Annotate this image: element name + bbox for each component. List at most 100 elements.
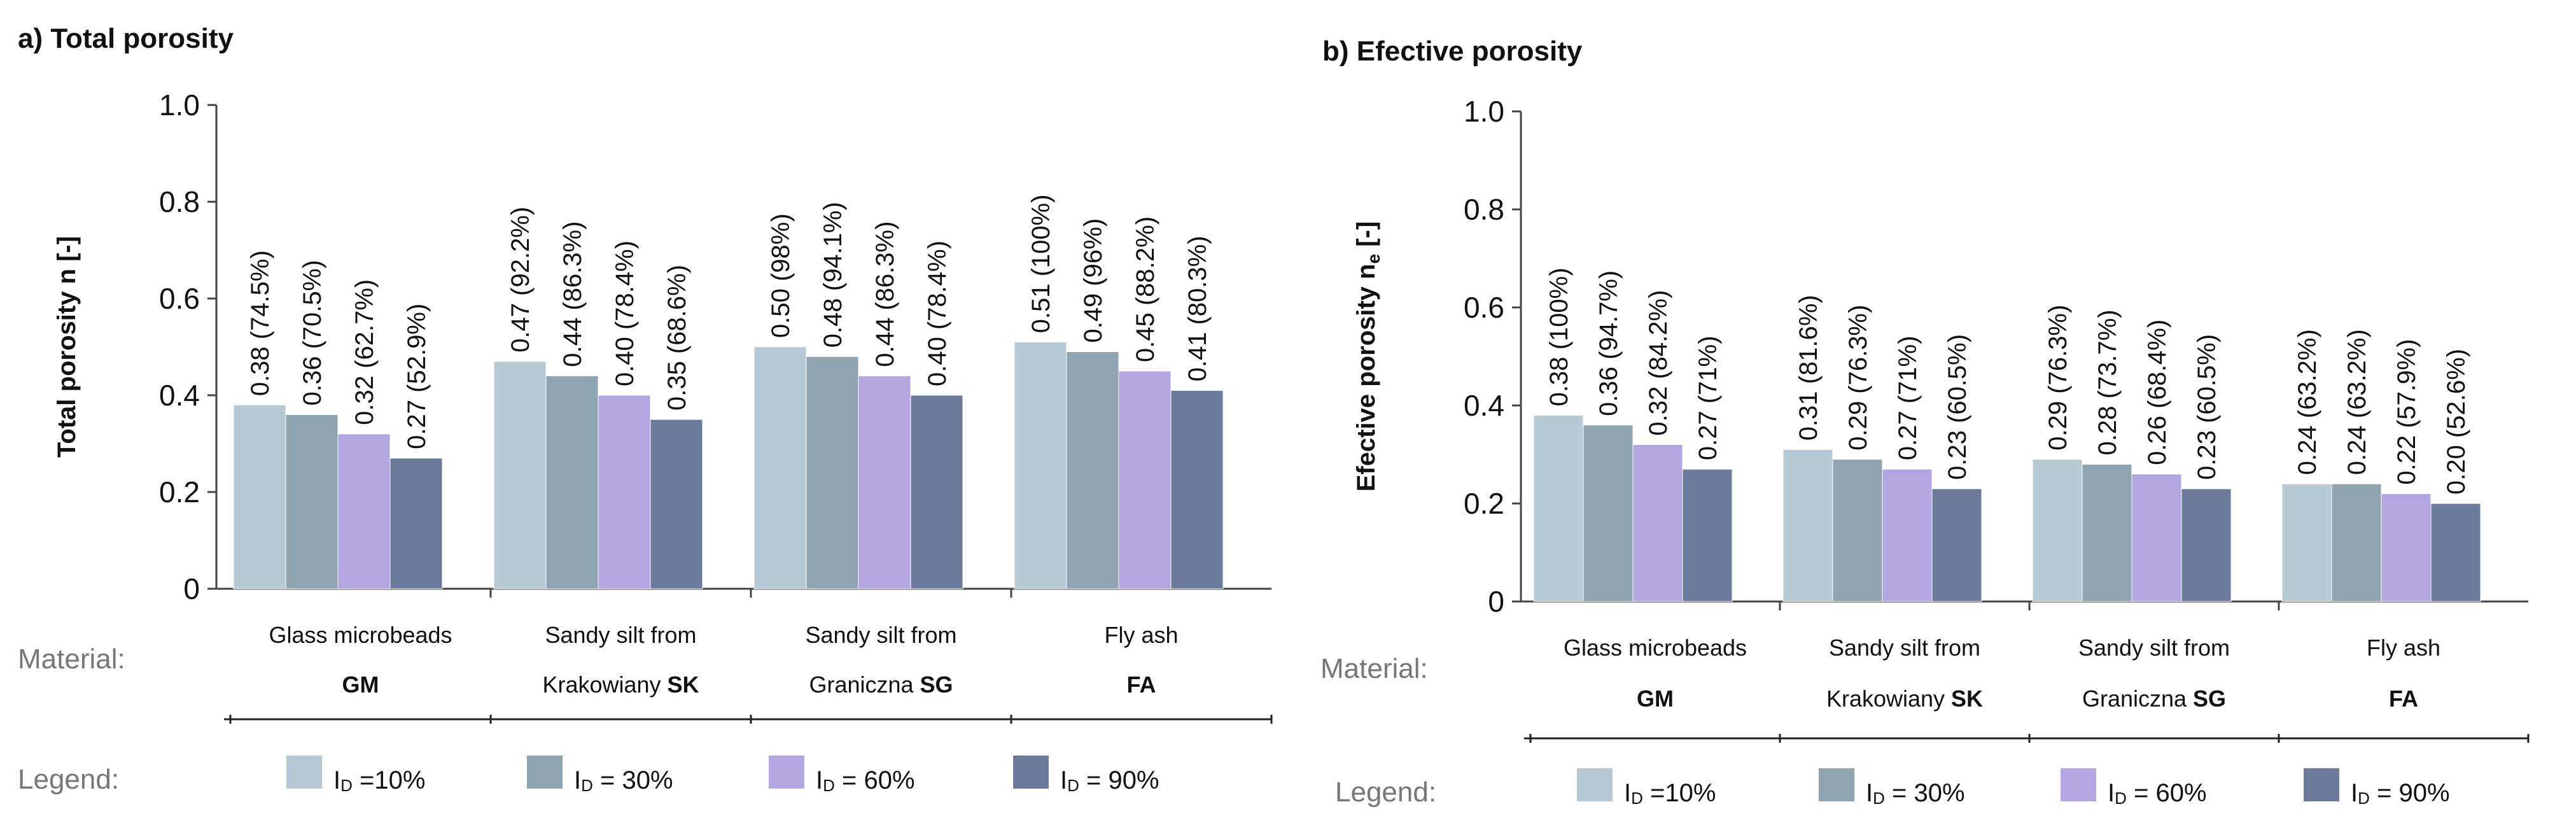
legend-label: Legend:: [1335, 777, 1436, 808]
data-label: 0.50 (98%): [767, 213, 795, 338]
bar-fa-series-0: [1014, 341, 1067, 589]
legend-swatch-series-3: [1013, 756, 1049, 789]
legend-swatch-series-1: [1819, 768, 1854, 801]
legend-entry-series-1: ID = 30%: [574, 766, 673, 795]
y-tick-label: 0.8: [1464, 193, 1504, 226]
bar-sk-series-0: [1782, 449, 1833, 602]
bar-fa-series-2: [1118, 370, 1172, 589]
legend-swatch-series-1: [527, 756, 563, 789]
data-label: 0.45 (88.2%): [1131, 216, 1159, 362]
legend-swatch-series-0: [286, 756, 322, 789]
category-label-line2: Graniczna SG: [2082, 686, 2226, 712]
category-label-line2: Graniczna SG: [809, 672, 953, 698]
chart-title: b) Efective porosity: [1322, 36, 1583, 67]
bar-sg-series-3: [2181, 488, 2232, 602]
bar-sg-series-2: [2131, 474, 2182, 602]
y-axis-label: Total porosity n [-]: [53, 236, 81, 458]
legend-entry-series-3: ID = 90%: [2351, 779, 2450, 808]
category-label-line2: GM: [342, 672, 379, 698]
data-label: 0.40 (78.4%): [611, 241, 639, 386]
bar-fa-series-1: [2331, 483, 2382, 602]
data-label: 0.38 (100%): [1545, 267, 1573, 406]
category-label-line1: Fly ash: [1104, 622, 1178, 648]
data-label: 0.27 (71%): [1694, 335, 1722, 460]
category-label-line1: Glass microbeads: [1564, 635, 1747, 661]
bar-sk-series-3: [1931, 488, 1982, 602]
category-label-line1: Sandy silt from: [1829, 635, 1980, 661]
legend-entry-series-2: ID = 60%: [816, 766, 915, 795]
data-label: 0.41 (80.3%): [1184, 236, 1212, 381]
data-label: 0.47 (92.2%): [507, 207, 535, 353]
y-tick-label: 0: [1488, 585, 1504, 618]
y-tick-label: 0.6: [1464, 291, 1504, 324]
legend-entry-series-3: ID = 90%: [1060, 766, 1159, 795]
bar-sg-series-0: [2032, 459, 2083, 602]
chart-title: a) Total porosity: [18, 23, 234, 54]
y-axis-label: Efective porosity ne [-]: [1352, 222, 1383, 492]
data-label: 0.36 (70.5%): [298, 260, 326, 405]
bar-sk-series-3: [650, 419, 703, 589]
bar-fa-series-0: [2281, 483, 2332, 602]
y-tick-label: 0: [183, 572, 200, 605]
category-label-line1: Sandy silt from: [545, 622, 696, 648]
bar-sg-series-0: [753, 346, 807, 589]
data-label: 0.40 (78.4%): [923, 241, 951, 386]
data-label: 0.44 (86.3%): [559, 222, 587, 367]
data-label: 0.27 (71%): [1894, 335, 1922, 460]
bar-gm-series-1: [285, 414, 339, 589]
y-tick-label: 1.0: [1464, 95, 1504, 128]
bar-sg-series-2: [858, 376, 911, 589]
bar-gm-series-2: [1632, 444, 1683, 602]
category-label-line1: Sandy silt from: [2078, 635, 2230, 661]
y-tick-label: 0.6: [159, 282, 200, 315]
data-label: 0.51 (100%): [1027, 194, 1055, 333]
bar-sg-series-1: [2082, 463, 2132, 602]
y-tick-label: 0.2: [1464, 487, 1504, 520]
bar-gm-series-3: [389, 458, 443, 589]
y-tick-label: 1.0: [159, 88, 200, 122]
bar-gm-series-2: [337, 433, 391, 589]
category-label-line2: Krakowiany SK: [542, 672, 699, 698]
data-label: 0.23 (60.5%): [2193, 334, 2221, 480]
bar-sk-series-2: [598, 395, 651, 589]
bar-gm-series-3: [1682, 468, 1733, 602]
data-label: 0.29 (76.3%): [1844, 305, 1872, 451]
material-label: Material:: [1320, 653, 1428, 684]
y-tick-label: 0.4: [159, 379, 200, 412]
legend-entry-series-2: ID = 60%: [2108, 779, 2207, 808]
data-label: 0.29 (76.3%): [2044, 305, 2072, 451]
data-label: 0.35 (68.6%): [663, 265, 691, 411]
y-tick-label: 0.4: [1464, 389, 1504, 422]
bar-fa-series-3: [2430, 503, 2481, 602]
legend-entry-series-0: ID =10%: [1624, 779, 1716, 808]
category-label-line1: Glass microbeads: [269, 622, 452, 648]
data-label: 0.22 (57.9%): [2393, 339, 2421, 485]
data-label: 0.32 (84.2%): [1644, 290, 1672, 436]
category-label-line2: Krakowiany SK: [1826, 686, 1983, 712]
category-label-line2: FA: [2389, 686, 2418, 712]
bar-sg-series-3: [910, 395, 963, 589]
data-label: 0.31 (81.6%): [1795, 295, 1823, 440]
bar-sg-series-1: [806, 356, 859, 589]
data-label: 0.23 (60.5%): [1943, 334, 1971, 480]
y-tick-label: 0.2: [159, 475, 200, 509]
legend-entry-series-0: ID =10%: [333, 766, 425, 795]
data-label: 0.32 (62.7%): [351, 279, 379, 425]
data-label: 0.24 (63.2%): [2293, 329, 2321, 475]
data-label: 0.44 (86.3%): [871, 222, 899, 367]
bar-fa-series-2: [2381, 493, 2432, 602]
bar-fa-series-1: [1066, 351, 1119, 589]
bar-sk-series-2: [1882, 468, 1933, 602]
category-label-line1: Sandy silt from: [805, 622, 956, 648]
bar-sk-series-1: [545, 376, 599, 589]
category-label-line2: FA: [1126, 672, 1156, 698]
bar-sk-series-1: [1832, 459, 1883, 602]
data-label: 0.20 (52.6%): [2442, 349, 2470, 495]
legend-swatch-series-3: [2304, 768, 2339, 801]
data-label: 0.49 (96%): [1079, 218, 1107, 343]
data-label: 0.36 (94.7%): [1595, 271, 1623, 416]
bar-gm-series-1: [1583, 425, 1634, 602]
data-label: 0.28 (73.7%): [2094, 309, 2122, 455]
legend-label: Legend:: [18, 764, 119, 795]
